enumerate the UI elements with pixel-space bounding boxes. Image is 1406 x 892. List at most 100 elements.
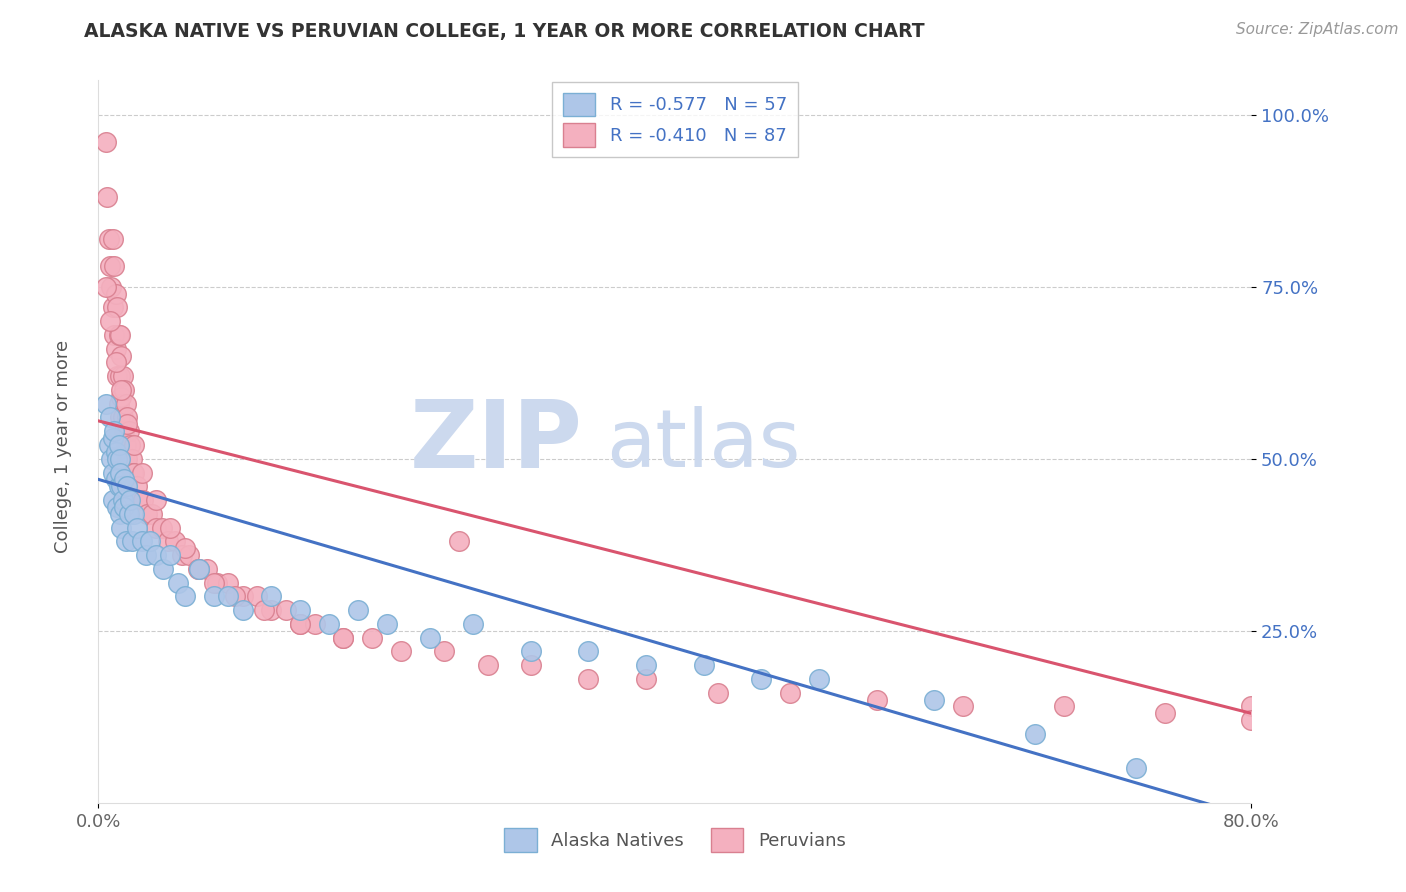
Point bbox=[108, 369, 131, 384]
Point bbox=[578, 644, 600, 658]
Point bbox=[166, 575, 188, 590]
Point bbox=[159, 548, 181, 562]
Point bbox=[104, 342, 127, 356]
Point bbox=[108, 507, 131, 521]
Point bbox=[117, 410, 139, 425]
Point bbox=[114, 534, 136, 549]
Point bbox=[170, 548, 193, 562]
Point bbox=[375, 616, 398, 631]
Point bbox=[290, 616, 312, 631]
Point bbox=[520, 658, 543, 673]
Point bbox=[120, 438, 142, 452]
Point bbox=[195, 562, 218, 576]
Point bbox=[118, 507, 141, 521]
Point bbox=[108, 466, 131, 480]
Point bbox=[98, 259, 121, 273]
Point bbox=[100, 279, 122, 293]
Point bbox=[1240, 699, 1263, 714]
Point bbox=[94, 135, 117, 149]
Point bbox=[105, 369, 128, 384]
Point bbox=[108, 327, 131, 342]
Point bbox=[121, 534, 143, 549]
Point bbox=[461, 616, 484, 631]
Point bbox=[174, 541, 197, 556]
Point bbox=[188, 562, 211, 576]
Point bbox=[107, 397, 129, 411]
Point bbox=[97, 438, 120, 452]
Point bbox=[145, 548, 167, 562]
Point bbox=[94, 279, 117, 293]
Point bbox=[866, 692, 889, 706]
Point bbox=[224, 590, 246, 604]
Point bbox=[104, 445, 127, 459]
Point bbox=[132, 493, 155, 508]
Point bbox=[108, 410, 131, 425]
Point bbox=[636, 658, 658, 673]
Point bbox=[808, 672, 831, 686]
Point bbox=[101, 466, 124, 480]
Point bbox=[202, 590, 225, 604]
Point bbox=[751, 672, 773, 686]
Text: Source: ZipAtlas.com: Source: ZipAtlas.com bbox=[1236, 22, 1399, 37]
Point bbox=[179, 548, 201, 562]
Point bbox=[124, 438, 146, 452]
Point bbox=[114, 438, 136, 452]
Text: College, 1 year or more: College, 1 year or more bbox=[55, 340, 72, 552]
Point bbox=[101, 493, 124, 508]
Point bbox=[112, 472, 135, 486]
Point bbox=[290, 603, 312, 617]
Text: ZIP: ZIP bbox=[409, 395, 582, 488]
Point bbox=[520, 644, 543, 658]
Point bbox=[332, 631, 354, 645]
Point bbox=[332, 631, 354, 645]
Point bbox=[120, 493, 142, 508]
Point bbox=[131, 466, 153, 480]
Point bbox=[121, 451, 143, 466]
Point bbox=[217, 590, 239, 604]
Point bbox=[111, 369, 134, 384]
Point bbox=[105, 500, 128, 514]
Point bbox=[100, 451, 122, 466]
Point bbox=[122, 466, 145, 480]
Point bbox=[578, 672, 600, 686]
Point bbox=[389, 644, 412, 658]
Point bbox=[112, 383, 135, 397]
Point bbox=[107, 479, 129, 493]
Point bbox=[231, 590, 254, 604]
Point bbox=[1240, 713, 1263, 727]
Point bbox=[205, 575, 228, 590]
Point bbox=[1024, 727, 1046, 741]
Point bbox=[141, 507, 163, 521]
Point bbox=[104, 286, 127, 301]
Point bbox=[117, 479, 139, 493]
Point bbox=[112, 500, 135, 514]
Point bbox=[107, 438, 129, 452]
Point bbox=[145, 520, 167, 534]
Point bbox=[145, 493, 167, 508]
Point bbox=[124, 466, 146, 480]
Point bbox=[150, 520, 173, 534]
Point bbox=[361, 631, 384, 645]
Point bbox=[104, 355, 127, 369]
Point bbox=[118, 424, 141, 438]
Point bbox=[1125, 761, 1147, 775]
Point bbox=[304, 616, 326, 631]
Point bbox=[117, 417, 139, 432]
Point bbox=[636, 672, 658, 686]
Point bbox=[117, 451, 139, 466]
Point bbox=[114, 397, 136, 411]
Point bbox=[110, 479, 132, 493]
Point bbox=[447, 534, 470, 549]
Point bbox=[111, 493, 134, 508]
Point bbox=[152, 562, 174, 576]
Point bbox=[110, 383, 132, 397]
Point bbox=[163, 534, 186, 549]
Text: ALASKA NATIVE VS PERUVIAN COLLEGE, 1 YEAR OR MORE CORRELATION CHART: ALASKA NATIVE VS PERUVIAN COLLEGE, 1 YEA… bbox=[84, 22, 925, 41]
Point bbox=[231, 603, 254, 617]
Point bbox=[707, 686, 730, 700]
Point bbox=[101, 431, 124, 445]
Point bbox=[129, 493, 152, 508]
Point bbox=[187, 562, 209, 576]
Point bbox=[246, 590, 269, 604]
Point bbox=[952, 699, 974, 714]
